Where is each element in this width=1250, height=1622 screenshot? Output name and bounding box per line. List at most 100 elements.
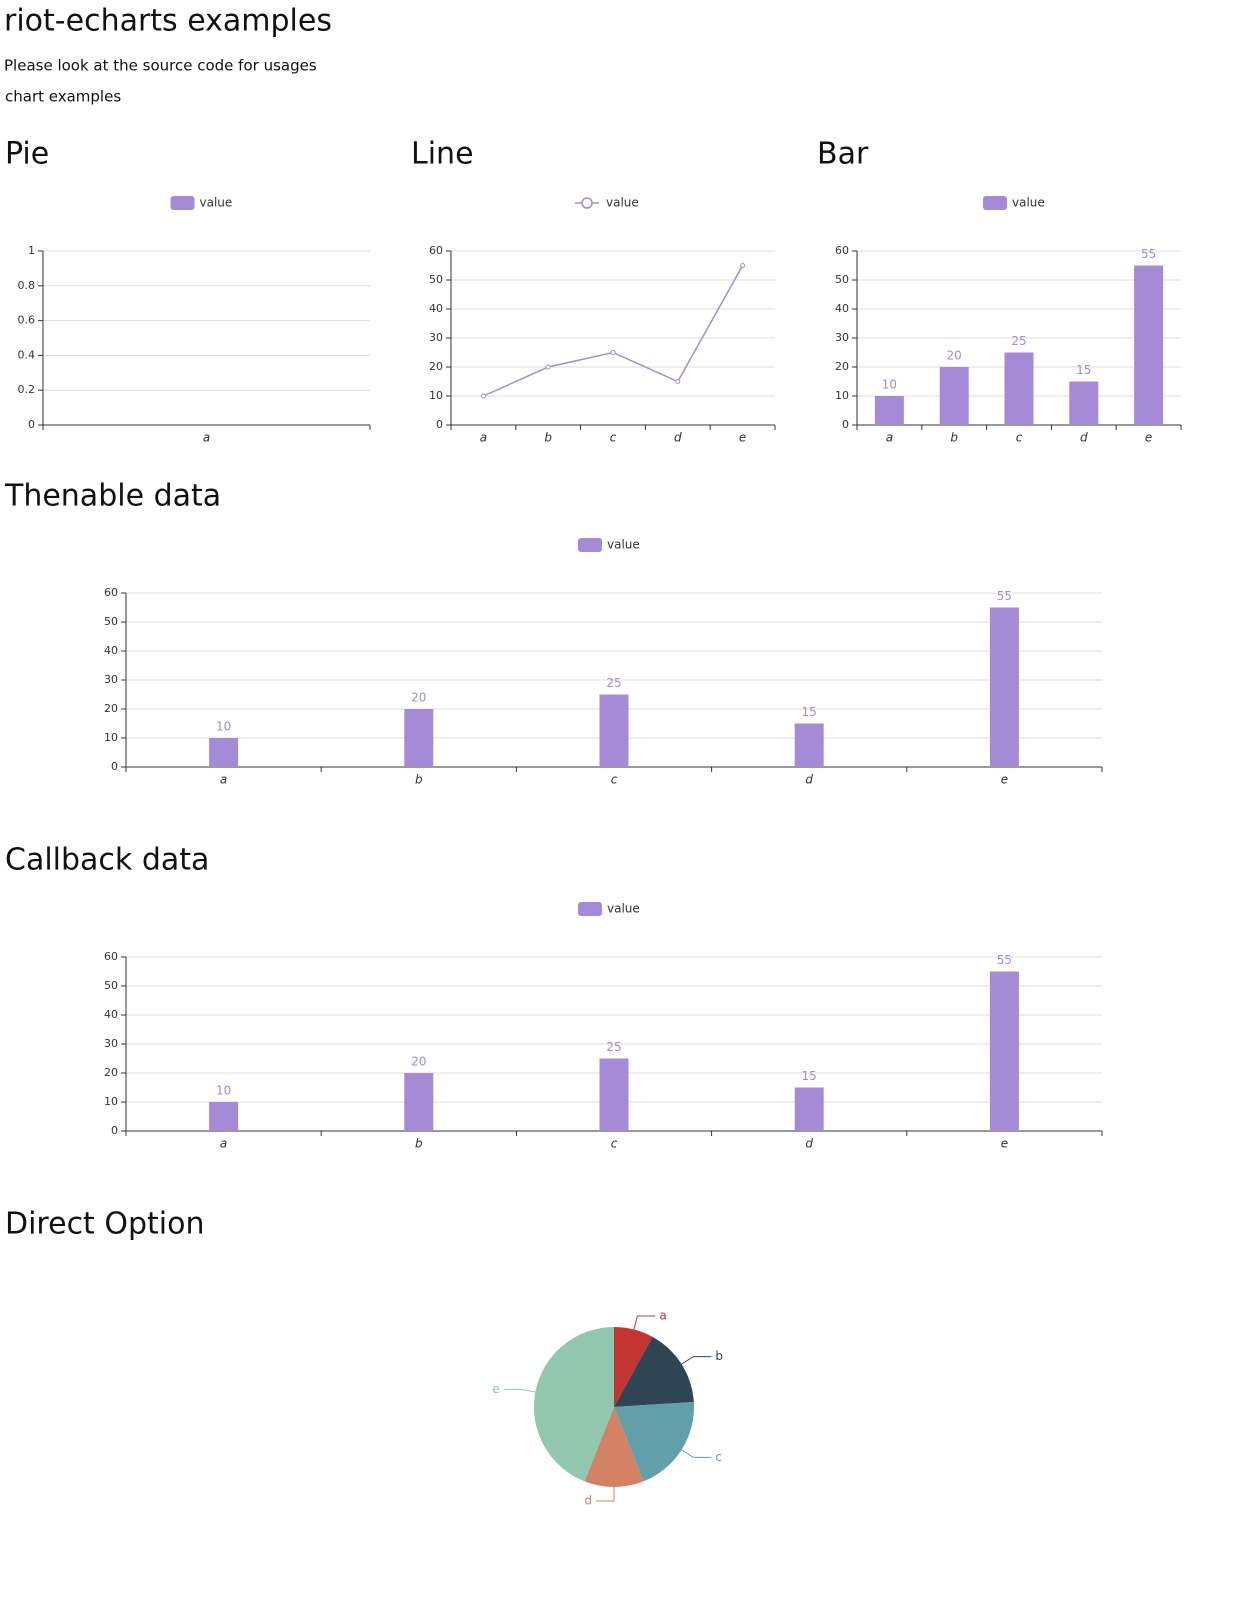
section-heading: Bar [817,137,869,172]
x-tick-label: a [220,1137,227,1151]
y-tick-label: 20 [104,1066,118,1079]
y-tick-label: 0.8 [18,279,36,292]
y-tick-label: 30 [104,1037,118,1050]
pie-label-line [503,1388,536,1393]
bar [989,971,1019,1131]
data-label: 15 [1076,363,1091,377]
y-tick-label: 40 [104,644,118,657]
legend-label: value [1012,196,1045,210]
data-label: 15 [802,1069,817,1083]
x-tick-label: a [480,431,487,445]
bar [404,709,434,767]
legend-icon [581,197,593,209]
pie-label: d [584,1494,592,1508]
x-tick-label: d [805,773,813,787]
data-point [675,379,681,384]
data-label: 20 [411,1055,426,1069]
bar [794,1087,824,1131]
data-label: 20 [947,349,962,363]
y-tick-label: 0 [436,418,443,431]
page-subtitle: Please look at the source code for usage… [4,57,317,75]
y-tick-label: 30 [429,331,443,344]
y-tick-label: 40 [104,1008,118,1021]
y-tick-label: 0 [28,418,35,431]
data-label: 55 [997,953,1012,967]
pie-label-line [681,1356,712,1365]
data-label: 10 [882,378,897,392]
data-label: 10 [216,1084,231,1098]
pie-label: b [715,1349,723,1363]
y-tick-label: 30 [835,331,849,344]
section-heading: Pie [5,137,49,172]
pie-slice [614,1401,694,1482]
data-point [740,263,746,268]
y-tick-label: 60 [429,244,443,257]
y-tick-label: 40 [835,302,849,315]
x-tick-label: d [1080,431,1088,445]
y-tick-label: 60 [835,244,849,257]
y-tick-label: 0.2 [18,383,36,396]
x-tick-label: b [950,431,958,445]
page-caption: chart examples [5,88,121,106]
pie-label-line [633,1315,656,1330]
data-label: 55 [1141,247,1156,261]
y-tick-label: 60 [104,950,118,963]
y-tick-label: 20 [104,702,118,715]
y-tick-label: 50 [429,273,443,286]
bar [874,396,904,425]
x-tick-label: a [203,431,210,445]
x-tick-label: a [220,773,227,787]
x-tick-label: e [1001,1137,1008,1151]
pie-slice [533,1327,614,1482]
bar [404,1073,434,1131]
legend-label: value [607,538,640,552]
bar [939,367,969,425]
y-tick-label: 0 [842,418,849,431]
y-tick-label: 40 [429,302,443,315]
legend-icon [170,196,195,210]
bar [794,723,824,767]
x-tick-label: b [415,1137,423,1151]
pie-label: e [492,1382,499,1396]
y-tick-label: 10 [104,731,118,744]
legend-label: value [200,196,233,210]
data-label: 25 [606,676,621,690]
data-point [610,350,616,355]
x-tick-label: d [805,1137,813,1151]
x-tick-label: e [1145,431,1152,445]
x-tick-label: b [544,431,552,445]
section-heading: Line [411,137,474,172]
x-tick-label: c [610,431,617,445]
data-label: 25 [606,1040,621,1054]
y-tick-label: 20 [429,360,443,373]
data-point [545,364,551,370]
data-label: 55 [997,589,1012,603]
x-tick-label: e [739,431,746,445]
legend-label: value [606,196,639,210]
pie-label: a [659,1308,666,1322]
y-tick-label: 0 [111,1124,118,1137]
x-tick-label: c [611,1137,618,1151]
section-heading: Thenable data [4,479,221,514]
y-tick-label: 10 [104,1095,118,1108]
data-label: 15 [802,705,817,719]
data-label: 20 [411,691,426,705]
y-tick-label: 50 [104,615,118,628]
bar [209,738,239,767]
x-tick-label: d [674,431,682,445]
bar [599,694,629,767]
y-tick-label: 20 [835,360,849,373]
pie-label-line [681,1449,712,1458]
y-tick-label: 30 [104,673,118,686]
y-tick-label: 0.6 [18,314,36,327]
y-tick-label: 60 [104,586,118,599]
pie-slice [584,1407,644,1487]
x-tick-label: c [611,773,618,787]
legend-icon [578,538,602,552]
legend-icon [983,196,1007,210]
legend-icon [578,902,602,916]
bar [209,1102,239,1131]
y-tick-label: 10 [835,389,849,402]
x-tick-label: a [886,431,893,445]
